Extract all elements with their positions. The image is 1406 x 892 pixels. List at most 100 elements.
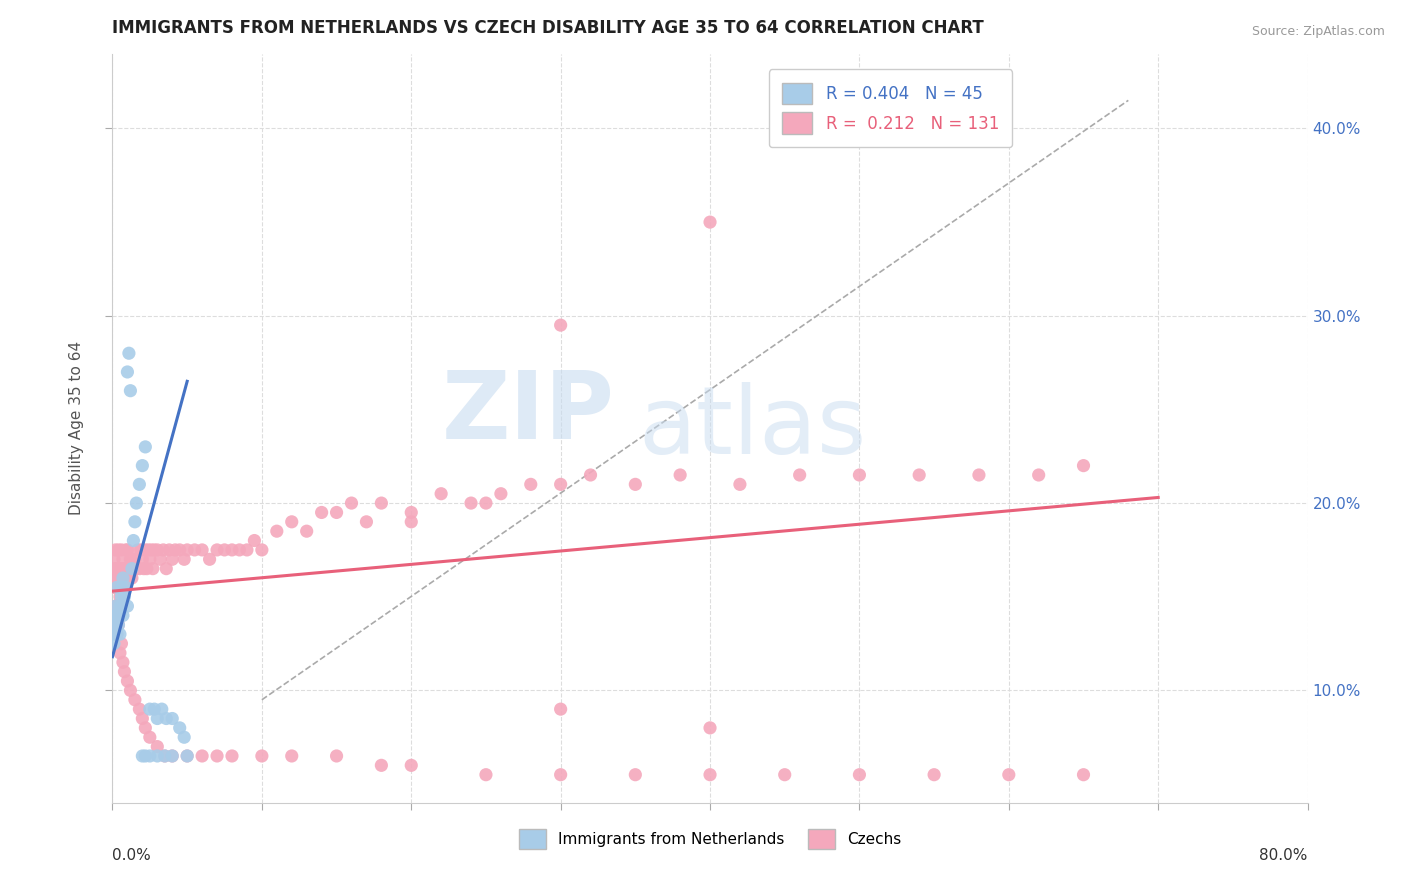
Point <box>117 365 139 379</box>
Point <box>250 542 273 557</box>
Point <box>295 524 318 539</box>
Point <box>107 542 129 557</box>
Point <box>131 458 153 473</box>
Point <box>236 542 259 557</box>
Point <box>176 542 198 557</box>
Point <box>120 552 142 566</box>
Point <box>165 542 187 557</box>
Point <box>124 552 146 566</box>
Point <box>146 712 169 726</box>
Point <box>108 627 131 641</box>
Point <box>115 581 138 595</box>
Point <box>105 627 128 641</box>
Point <box>103 637 125 651</box>
Point <box>281 515 304 529</box>
Point <box>115 542 138 557</box>
Point <box>475 496 498 510</box>
Point <box>281 749 304 764</box>
Point <box>550 702 572 716</box>
Point <box>152 542 174 557</box>
Point <box>128 477 150 491</box>
Point <box>325 505 347 519</box>
Point <box>117 599 139 614</box>
Point <box>789 468 811 483</box>
Point <box>128 702 150 716</box>
Point <box>1028 468 1050 483</box>
Point <box>143 702 166 716</box>
Point <box>699 215 721 229</box>
Point <box>108 562 131 576</box>
Point <box>134 542 156 557</box>
Point <box>155 562 177 576</box>
Point <box>121 562 143 576</box>
Point <box>228 542 250 557</box>
Point <box>108 646 131 660</box>
Point <box>153 749 176 764</box>
Point <box>340 496 363 510</box>
Point <box>848 468 870 483</box>
Point <box>105 608 128 623</box>
Point <box>134 440 156 454</box>
Point <box>107 608 129 623</box>
Point <box>134 749 156 764</box>
Point <box>176 749 198 764</box>
Point <box>124 693 146 707</box>
Point <box>153 749 176 764</box>
Point <box>114 581 135 595</box>
Point <box>221 749 243 764</box>
Point <box>107 617 129 632</box>
Point <box>117 674 139 689</box>
Point <box>103 627 125 641</box>
Point <box>105 562 128 576</box>
Point <box>104 608 127 623</box>
Text: ZIP: ZIP <box>441 368 614 459</box>
Point <box>129 542 152 557</box>
Point <box>489 487 512 501</box>
Legend: Immigrants from Netherlands, Czechs: Immigrants from Netherlands, Czechs <box>512 823 908 855</box>
Point <box>149 552 172 566</box>
Point <box>131 552 153 566</box>
Text: IMMIGRANTS FROM NETHERLANDS VS CZECH DISABILITY AGE 35 TO 64 CORRELATION CHART: IMMIGRANTS FROM NETHERLANDS VS CZECH DIS… <box>112 19 984 37</box>
Point <box>221 542 243 557</box>
Point <box>157 542 180 557</box>
Point <box>131 712 153 726</box>
Point <box>103 617 125 632</box>
Point <box>370 496 392 510</box>
Point <box>107 571 129 585</box>
Text: 0.0%: 0.0% <box>112 847 152 863</box>
Point <box>728 477 751 491</box>
Point <box>520 477 543 491</box>
Point <box>250 749 273 764</box>
Point <box>107 617 129 632</box>
Point <box>150 702 173 716</box>
Point <box>125 562 148 576</box>
Point <box>110 542 132 557</box>
Point <box>110 637 132 651</box>
Point <box>108 581 131 595</box>
Point <box>169 542 191 557</box>
Point <box>127 542 149 557</box>
Point <box>104 542 127 557</box>
Point <box>550 767 572 781</box>
Point <box>139 749 162 764</box>
Point <box>103 617 125 632</box>
Point <box>624 477 647 491</box>
Point <box>142 562 165 576</box>
Point <box>122 562 145 576</box>
Point <box>311 505 333 519</box>
Point <box>108 590 131 604</box>
Point <box>143 542 166 557</box>
Point <box>138 542 160 557</box>
Point <box>117 562 139 576</box>
Point <box>104 581 127 595</box>
Point <box>124 515 146 529</box>
Point <box>114 665 135 679</box>
Point <box>114 562 135 576</box>
Point <box>162 749 183 764</box>
Point <box>191 542 214 557</box>
Point <box>104 599 127 614</box>
Point <box>162 552 183 566</box>
Point <box>214 542 236 557</box>
Point <box>401 515 423 529</box>
Point <box>103 581 125 595</box>
